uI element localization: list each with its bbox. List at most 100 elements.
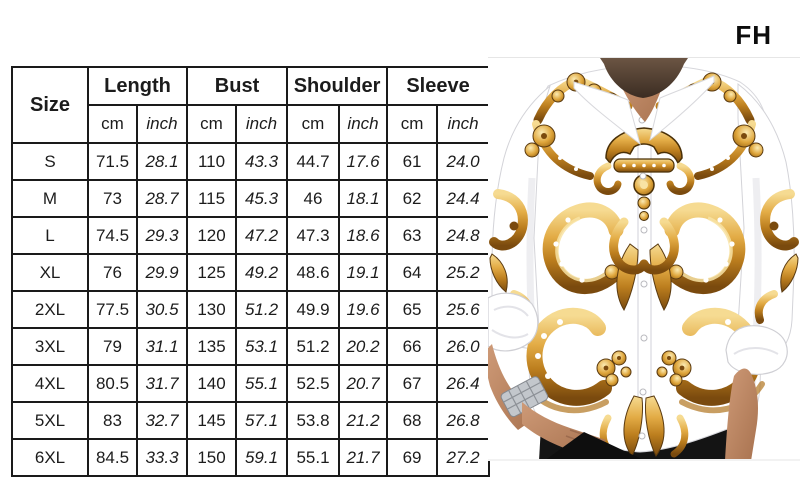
value-cell: 64 bbox=[386, 253, 439, 292]
table-row: 5XL 83 32.7 145 57.1 53.8 21.2 68 26.8 bbox=[11, 401, 491, 440]
value-cell: 30.5 bbox=[136, 290, 188, 329]
right-rolled-cuff bbox=[725, 325, 788, 375]
value-cell: 44.7 bbox=[286, 142, 341, 181]
value-cell: 66 bbox=[386, 327, 439, 366]
value-cell: 28.1 bbox=[136, 142, 188, 181]
column-group-size: Size bbox=[11, 66, 89, 144]
value-cell: 55.1 bbox=[286, 438, 341, 477]
value-cell: 67 bbox=[386, 364, 439, 403]
value-cell: 19.6 bbox=[338, 290, 389, 329]
value-cell: 150 bbox=[186, 438, 237, 477]
value-cell: 125 bbox=[186, 253, 237, 292]
unit-header-cm: cm bbox=[87, 104, 138, 144]
value-cell: 55.1 bbox=[234, 364, 289, 403]
photo-bottom-edge bbox=[488, 459, 800, 461]
value-cell: 26.4 bbox=[436, 364, 491, 403]
value-cell: 46 bbox=[286, 179, 341, 218]
unit-header-cm: cm bbox=[286, 104, 341, 144]
size-chart-table: Size Length Bust Shoulder Sleeve cm inch cm inc… bbox=[11, 66, 491, 477]
value-cell: 57.1 bbox=[234, 401, 289, 440]
value-cell: 29.9 bbox=[136, 253, 188, 292]
size-cell: M bbox=[11, 179, 89, 218]
value-cell: 140 bbox=[186, 364, 237, 403]
value-cell: 53.1 bbox=[234, 327, 289, 366]
value-cell: 29.3 bbox=[136, 216, 188, 255]
brand-logo: FH bbox=[735, 20, 772, 50]
collar-left bbox=[573, 81, 641, 146]
value-cell: 77.5 bbox=[87, 290, 138, 329]
value-cell: 53.8 bbox=[286, 401, 341, 440]
value-cell: 32.7 bbox=[136, 401, 188, 440]
value-cell: 62 bbox=[386, 179, 439, 218]
value-cell: 20.7 bbox=[338, 364, 389, 403]
value-cell: 31.7 bbox=[136, 364, 188, 403]
value-cell: 73 bbox=[87, 179, 138, 218]
value-cell: 49.2 bbox=[234, 253, 289, 292]
value-cell: 17.6 bbox=[338, 142, 389, 181]
right-cuff-fold-line bbox=[733, 347, 779, 355]
value-cell: 52.5 bbox=[286, 364, 341, 403]
value-cell: 47.3 bbox=[286, 216, 341, 255]
value-cell: 84.5 bbox=[87, 438, 138, 477]
size-cell: 6XL bbox=[11, 438, 89, 477]
value-cell: 25.6 bbox=[436, 290, 491, 329]
value-cell: 24.0 bbox=[436, 142, 491, 181]
value-cell: 65 bbox=[386, 290, 439, 329]
right-forearm bbox=[725, 368, 758, 461]
value-cell: 145 bbox=[186, 401, 237, 440]
table-row: XL 76 29.9 125 49.2 48.6 19.1 64 25.2 bbox=[11, 253, 491, 292]
value-cell: 110 bbox=[186, 142, 237, 181]
column-group-sleeve: Sleeve bbox=[386, 66, 491, 106]
value-cell: 19.1 bbox=[338, 253, 389, 292]
value-cell: 115 bbox=[186, 179, 237, 218]
column-group-shoulder: Shoulder bbox=[286, 66, 389, 106]
value-cell: 48.6 bbox=[286, 253, 341, 292]
table-row: 2XL 77.5 30.5 130 51.2 49.9 19.6 65 25.6 bbox=[11, 290, 491, 329]
baroque-crown-ornament bbox=[593, 127, 695, 275]
size-cell: 3XL bbox=[11, 327, 89, 366]
value-cell: 51.2 bbox=[234, 290, 289, 329]
value-cell: 21.2 bbox=[338, 401, 389, 440]
unit-header-inch: inch bbox=[136, 104, 188, 144]
value-cell: 26.0 bbox=[436, 327, 491, 366]
table-row: L 74.5 29.3 120 47.2 47.3 18.6 63 24.8 bbox=[11, 216, 491, 255]
collar-right bbox=[649, 75, 715, 142]
value-cell: 43.3 bbox=[234, 142, 289, 181]
left-cuff-fold-lines bbox=[491, 305, 529, 339]
size-cell: 4XL bbox=[11, 364, 89, 403]
value-cell: 76 bbox=[87, 253, 138, 292]
column-group-bust: Bust bbox=[185, 66, 289, 106]
value-cell: 80.5 bbox=[87, 364, 138, 403]
table-row: 4XL 80.5 31.7 140 55.1 52.5 20.7 67 26.4 bbox=[11, 364, 491, 403]
value-cell: 24.4 bbox=[436, 179, 491, 218]
value-cell: 25.2 bbox=[436, 253, 491, 292]
value-cell: 24.8 bbox=[436, 216, 491, 255]
value-cell: 74.5 bbox=[87, 216, 138, 255]
column-group-length: Length bbox=[87, 66, 188, 106]
size-chart-header-groups: Size Length Bust Shoulder Sleeve bbox=[11, 66, 491, 144]
product-photo bbox=[488, 57, 800, 461]
unit-header-inch: inch bbox=[234, 104, 289, 144]
table-row: M 73 28.7 115 45.3 46 18.1 62 24.4 bbox=[11, 179, 491, 218]
value-cell: 45.3 bbox=[234, 179, 289, 218]
unit-header-inch: inch bbox=[338, 104, 389, 144]
table-row: S 71.5 28.1 110 43.3 44.7 17.6 61 24.0 bbox=[11, 142, 491, 181]
value-cell: 20.2 bbox=[338, 327, 389, 366]
value-cell: 49.9 bbox=[286, 290, 341, 329]
value-cell: 61 bbox=[386, 142, 439, 181]
table-row: 6XL 84.5 33.3 150 59.1 55.1 21.7 69 27.2 bbox=[11, 438, 491, 477]
left-rolled-cuff bbox=[488, 292, 539, 352]
beard-chin bbox=[600, 58, 688, 98]
table-row: 3XL 79 31.1 135 53.1 51.2 20.2 66 26.0 bbox=[11, 327, 491, 366]
unit-header-inch: inch bbox=[436, 104, 491, 144]
value-cell: 33.3 bbox=[136, 438, 188, 477]
value-cell: 83 bbox=[87, 401, 138, 440]
size-cell: 2XL bbox=[11, 290, 89, 329]
value-cell: 69 bbox=[386, 438, 439, 477]
value-cell: 71.5 bbox=[87, 142, 138, 181]
size-chart-body: S 71.5 28.1 110 43.3 44.7 17.6 61 24.0 M 73 28.7 115… bbox=[11, 142, 491, 477]
value-cell: 63 bbox=[386, 216, 439, 255]
value-cell: 130 bbox=[186, 290, 237, 329]
unit-header-cm: cm bbox=[186, 104, 237, 144]
